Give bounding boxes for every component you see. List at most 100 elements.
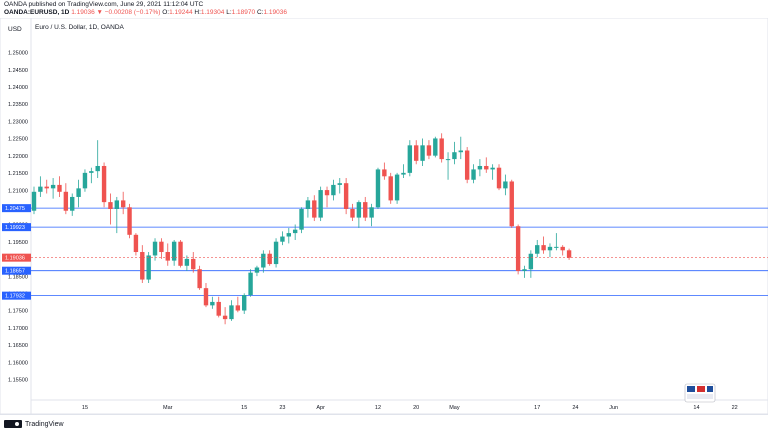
y-tick-label: 1.18500 (8, 274, 28, 280)
candle-body (254, 267, 260, 273)
candle-body (191, 258, 196, 270)
candle-body (280, 236, 285, 242)
level-label-bg (2, 204, 31, 213)
y-tick-label: 1.22500 (8, 137, 28, 143)
candle-body (477, 165, 483, 170)
candle-body (146, 255, 151, 280)
candle-body (127, 207, 132, 235)
candle-body (331, 184, 336, 196)
candle-body (414, 145, 419, 161)
x-tick-label: Apr (316, 405, 325, 411)
candle-body (458, 150, 463, 153)
low-label: L: (226, 9, 232, 16)
y-tick-label: 1.17000 (8, 326, 28, 332)
x-tick-label: May (449, 405, 460, 411)
y-tick-label: 1.23000 (8, 119, 28, 125)
candle-body (401, 172, 406, 175)
candle-body (554, 246, 559, 248)
candle-body (286, 233, 291, 237)
candle-body (44, 186, 49, 189)
candle-body (433, 138, 438, 156)
candle-body (108, 202, 113, 209)
open-value: 1.19244 (169, 9, 193, 16)
y-tick-label: 1.25000 (8, 51, 28, 57)
close-value: 1.19036 (263, 9, 287, 16)
time-axis[interactable]: 15Mar1523Apr1220May1724Jun1422Jul12 (82, 405, 768, 411)
candle-body (503, 181, 508, 189)
flag-badge (684, 383, 716, 403)
candle-body (242, 295, 247, 311)
level-label-bg (2, 291, 31, 300)
x-tick-label: 14 (693, 405, 699, 411)
candle-body (267, 253, 272, 265)
candle-body (445, 159, 451, 161)
tradingview-brand[interactable]: TradingView (4, 420, 64, 428)
x-tick-label: 22 (732, 405, 738, 411)
currency-label: USD (8, 26, 22, 33)
low-value: 1.18970 (231, 9, 256, 16)
candle-body (95, 165, 100, 172)
candle-body (356, 202, 362, 218)
candle-body (31, 191, 37, 211)
chart-title: Euro / U.S. Dollar, 1D, OANDA (35, 24, 125, 31)
symbol-name: OANDA:EURUSD, 1D (4, 9, 70, 16)
candle-body (76, 188, 81, 197)
last-price-label-bg (2, 253, 31, 262)
y-tick-label: 1.24000 (8, 85, 28, 91)
candle-body (318, 190, 323, 218)
candle-body (541, 245, 546, 251)
tradingview-logo-icon (4, 420, 22, 428)
candle-body (114, 200, 120, 209)
candle-body (547, 246, 553, 251)
candle-body (63, 191, 69, 211)
candle-body (292, 229, 298, 234)
candle-body (363, 202, 368, 218)
x-tick-label: 17 (534, 405, 540, 411)
candle-body (509, 181, 514, 227)
level-label: 1.19923 (5, 225, 25, 231)
candle-body (38, 186, 43, 192)
candle-body (299, 209, 304, 230)
candle-body (273, 241, 279, 265)
candle-body (101, 165, 107, 203)
x-tick-label: Jun (609, 405, 618, 411)
x-tick-label: 20 (413, 405, 419, 411)
candle-body (152, 241, 158, 256)
level-label: 1.18657 (5, 269, 25, 275)
last-price-label: 1.19036 (5, 256, 25, 262)
candle-body (394, 174, 400, 201)
chart-frame[interactable]: Euro / U.S. Dollar, 1D, OANDA USD 1.1550… (0, 17, 768, 415)
candle-body (82, 172, 88, 189)
candle-body (235, 305, 241, 311)
candle-body (305, 200, 311, 209)
candle-body (261, 253, 266, 268)
candle-body (184, 258, 190, 266)
candle-body (407, 145, 413, 173)
candle-body (375, 169, 381, 208)
close-label: C: (256, 9, 264, 16)
candle-body (133, 234, 139, 253)
candle-body (229, 305, 234, 320)
y-tick-label: 1.22000 (8, 154, 28, 160)
x-tick-label: 24 (572, 405, 578, 411)
candle-body (560, 246, 565, 251)
candle-body (248, 272, 253, 296)
open-label: O: (162, 9, 170, 16)
candle-body (426, 145, 432, 156)
brand-text: TradingView (25, 420, 64, 428)
candle-body (50, 184, 56, 189)
footer: TradingView (0, 414, 768, 433)
candlestick-chart[interactable]: Euro / U.S. Dollar, 1D, OANDA USD 1.1550… (0, 17, 768, 415)
candle-body (343, 183, 349, 209)
candle-body (369, 207, 374, 218)
candle-body (515, 226, 521, 271)
candle-body (324, 190, 330, 196)
high-value: 1.19304 (200, 9, 225, 16)
candle-body (159, 241, 164, 253)
candle-body (420, 145, 425, 161)
x-tick-label: 23 (279, 405, 285, 411)
x-tick-label: 15 (241, 405, 247, 411)
chart-background (0, 17, 768, 415)
symbol-ohlc-line: OANDA:EURUSD, 1D 1.19036 ▼ −0.00208 (−0.… (4, 9, 287, 16)
candle-body (210, 301, 215, 306)
